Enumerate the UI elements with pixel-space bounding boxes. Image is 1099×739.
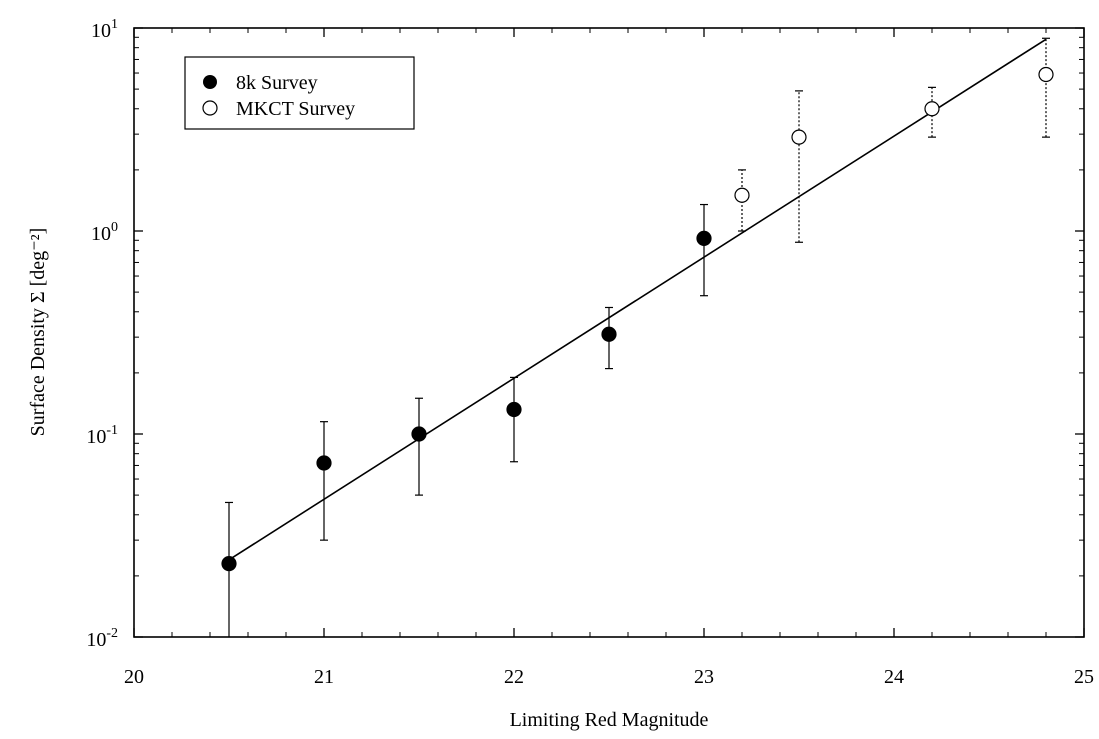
legend-label-mkct-survey: MKCT Survey — [236, 98, 355, 120]
tick-labels: 20 21 22 23 24 25 10-2 10-1 100 101 — [86, 17, 1094, 688]
y-tick-label: 101 — [91, 17, 118, 42]
data-point-mkct-survey — [734, 187, 750, 203]
y-tick-label: 100 — [91, 220, 118, 245]
data-point-8k-survey — [221, 555, 237, 572]
x-tick-label: 20 — [124, 666, 144, 688]
data-point-mkct-survey — [1038, 66, 1054, 83]
x-tick-label: 21 — [314, 666, 334, 688]
legend-marker-mkct-survey — [202, 100, 218, 116]
data-point-8k-survey — [601, 326, 617, 342]
data-point-8k-survey — [316, 455, 332, 471]
data-point-8k-survey — [696, 230, 712, 246]
legend: 8k Survey MKCT Survey — [184, 56, 415, 130]
axis-ticks — [133, 27, 1085, 638]
legend-label-8k-survey: 8k Survey — [236, 72, 318, 94]
data-point-8k-survey — [506, 401, 522, 418]
legend-marker-8k-survey — [203, 75, 217, 89]
x-tick-label: 22 — [504, 666, 524, 688]
legend-box — [184, 56, 415, 130]
data-points — [221, 66, 1054, 572]
x-tick-label: 23 — [694, 666, 714, 688]
y-tick-label: 10-1 — [86, 423, 118, 448]
data-point-mkct-survey — [791, 129, 807, 145]
y-axis-label: Surface Density Σ [deg⁻²] — [27, 228, 49, 437]
x-axis-label: Limiting Red Magnitude — [510, 709, 709, 731]
power-law-fit-line — [228, 38, 1047, 561]
data-point-8k-survey — [411, 426, 427, 442]
y-tick-label: 10-2 — [86, 626, 118, 651]
data-point-mkct-survey — [924, 101, 940, 117]
x-tick-label: 24 — [884, 666, 904, 688]
plot-frame — [133, 27, 1085, 638]
x-tick-label: 25 — [1074, 666, 1094, 688]
